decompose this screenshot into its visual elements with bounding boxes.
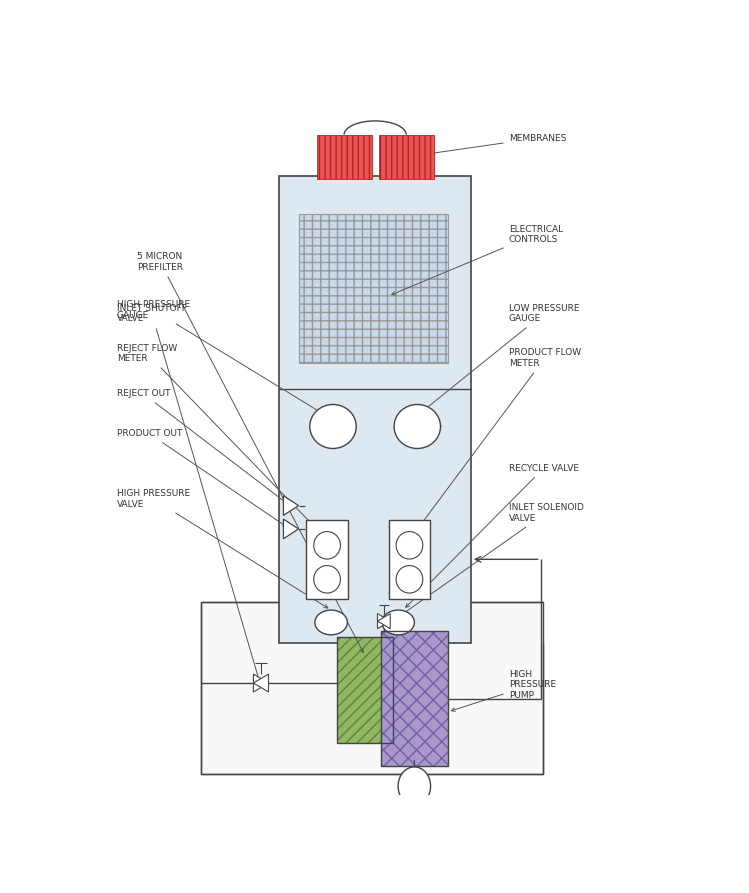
- Text: REJECT OUT: REJECT OUT: [117, 389, 287, 504]
- Ellipse shape: [310, 405, 357, 448]
- Bar: [337, 637, 392, 743]
- Polygon shape: [377, 613, 390, 629]
- Ellipse shape: [314, 565, 341, 593]
- Text: 5 MICRON
PREFILTER: 5 MICRON PREFILTER: [137, 252, 363, 653]
- Bar: [337, 637, 392, 743]
- Bar: [379, 135, 434, 179]
- Text: PRODUCT OUT: PRODUCT OUT: [117, 430, 287, 527]
- Bar: [317, 135, 372, 179]
- Bar: [201, 602, 544, 774]
- Bar: [381, 631, 448, 765]
- Circle shape: [398, 767, 431, 805]
- Ellipse shape: [382, 610, 414, 635]
- Text: MEMBRANES: MEMBRANES: [410, 134, 566, 158]
- Text: REJECT FLOW
METER: REJECT FLOW METER: [117, 344, 324, 537]
- Ellipse shape: [315, 610, 348, 635]
- Ellipse shape: [396, 565, 423, 593]
- Ellipse shape: [396, 531, 423, 559]
- Bar: [306, 520, 348, 599]
- Polygon shape: [283, 519, 299, 538]
- Bar: [279, 176, 471, 644]
- Text: INLET SHUTOFF
VALVE: INLET SHUTOFF VALVE: [117, 304, 261, 683]
- Polygon shape: [283, 496, 299, 515]
- Ellipse shape: [314, 531, 341, 559]
- Text: PRODUCT FLOW
METER: PRODUCT FLOW METER: [412, 348, 580, 537]
- Ellipse shape: [394, 405, 440, 448]
- Polygon shape: [253, 674, 268, 692]
- Polygon shape: [253, 674, 268, 692]
- Bar: [389, 520, 431, 599]
- Polygon shape: [377, 613, 390, 629]
- Text: LOW PRESSURE
GAUGE: LOW PRESSURE GAUGE: [420, 304, 579, 413]
- Bar: [299, 214, 448, 363]
- Text: ELECTRICAL
CONTROLS: ELECTRICAL CONTROLS: [392, 225, 562, 295]
- Text: HIGH PRESSURE
GAUGE: HIGH PRESSURE GAUGE: [117, 300, 330, 418]
- Text: INLET SOLENOID
VALVE: INLET SOLENOID VALVE: [395, 503, 583, 619]
- Text: RECYCLE VALVE: RECYCLE VALVE: [406, 463, 579, 607]
- Text: HIGH PRESSURE
VALVE: HIGH PRESSURE VALVE: [117, 489, 328, 608]
- Bar: [381, 631, 448, 765]
- Text: HIGH
PRESSURE
PUMP: HIGH PRESSURE PUMP: [452, 670, 556, 712]
